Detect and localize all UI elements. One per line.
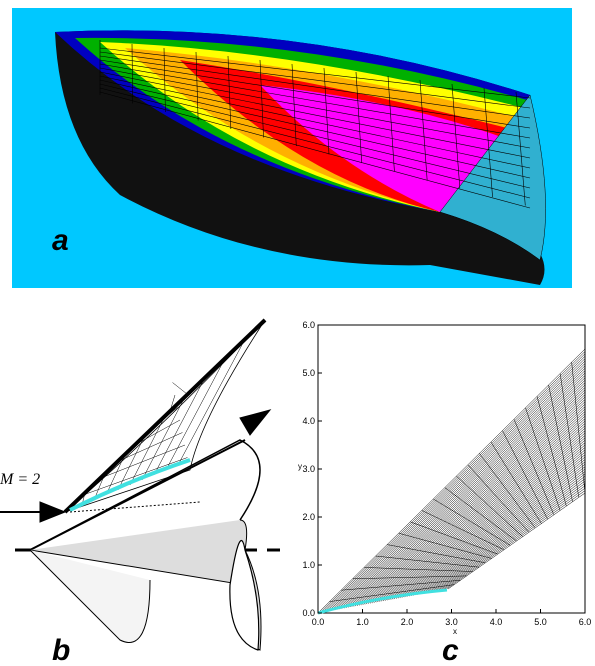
y-tick-label: 2.0 (302, 512, 315, 522)
mach-label: M = 2 (0, 471, 40, 488)
mesh-line (100, 445, 185, 478)
x-tick-label: 3.0 (445, 617, 458, 627)
mesh-line (153, 408, 178, 429)
y-tick-label: 6.0 (302, 320, 315, 330)
panel-label: b (52, 634, 70, 666)
arrow-head (40, 502, 65, 522)
x-tick-label: 4.0 (490, 617, 503, 627)
x-tick-label: 0.0 (312, 617, 325, 627)
y-tick-label: 4.0 (302, 416, 315, 426)
panel-label: a (52, 224, 69, 257)
figure: a M = 2 b x y c 0.01.02.03.04.05.06.00.0… (0, 0, 595, 666)
plot-frame (318, 325, 585, 613)
y-tick-label: 3.0 (302, 464, 315, 474)
panel-b: M = 2 b (0, 320, 280, 666)
x-tick-label: 5.0 (534, 617, 547, 627)
y-tick-label: 0.0 (302, 608, 315, 618)
panel-a: a (12, 8, 572, 288)
y-tick-label: 5.0 (302, 368, 315, 378)
panel-label: c (442, 634, 459, 666)
y-axis-label: y (298, 462, 302, 471)
cone-arrow (240, 410, 270, 435)
x-tick-label: 2.0 (401, 617, 414, 627)
x-tick-label: 1.0 (356, 617, 369, 627)
y-tick-label: 1.0 (302, 560, 315, 570)
x-tick-label: 6.0 (579, 617, 592, 627)
mesh-line (173, 383, 188, 395)
